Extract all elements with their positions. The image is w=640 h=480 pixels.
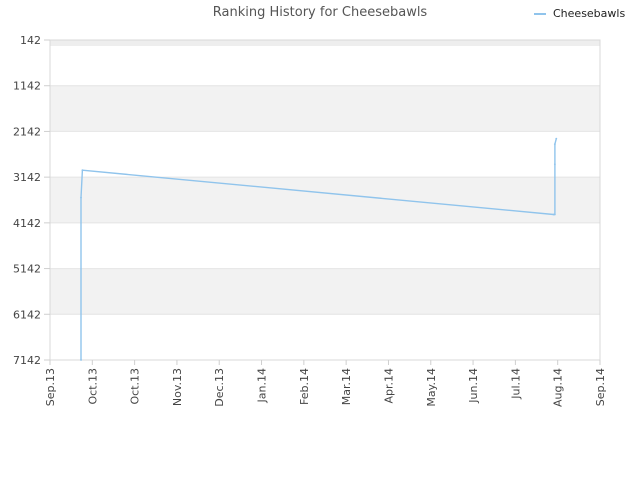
plot-band	[50, 177, 600, 223]
data-point	[80, 196, 82, 199]
y-tick-label: 3142	[13, 171, 41, 184]
x-tick-label: Aug.14	[552, 368, 565, 407]
legend-label: Cheesebawls	[553, 7, 625, 20]
y-tick-label: 142	[20, 34, 41, 47]
y-axis: 142 1142 2142 3142 4142 5142 6142 7142	[13, 34, 50, 367]
x-axis: Sep.13 Oct.13 Oct.13 Nov.13 Dec.13 Jan.14 Feb.…	[44, 360, 607, 407]
data-point	[555, 137, 558, 140]
data-point	[81, 169, 84, 172]
data-point	[553, 163, 556, 166]
y-tick-label: 5142	[13, 263, 41, 276]
chart-title: Ranking History for Cheesebawls	[213, 5, 428, 20]
x-tick-label: Jul.14	[509, 368, 522, 400]
plot-band	[50, 85, 600, 132]
plot-bands	[50, 40, 600, 315]
x-tick-label: Jun.14	[467, 368, 480, 404]
y-tick-label: 6142	[13, 308, 41, 321]
data-point	[80, 359, 82, 361]
series-line	[80, 138, 557, 360]
y-tick-label: 2142	[13, 125, 41, 138]
x-tick-label: Sep.14	[594, 368, 607, 406]
plot-band	[50, 268, 600, 315]
data-point	[553, 213, 556, 216]
x-tick-label: May.14	[425, 368, 438, 407]
plot-band-top	[50, 40, 600, 46]
x-tick-label: Oct.13	[86, 368, 99, 405]
x-tick-label: Feb.14	[298, 368, 311, 405]
x-tick-label: Sep.13	[44, 368, 57, 406]
x-tick-label: Mar.14	[340, 368, 353, 405]
x-tick-label: Jan.14	[256, 368, 269, 403]
y-tick-label: 1142	[13, 80, 41, 93]
x-tick-label: Nov.13	[171, 368, 184, 406]
legend: Cheesebawls	[534, 7, 625, 20]
y-tick-label: 4142	[13, 217, 41, 230]
y-tick-label: 7142	[13, 354, 41, 367]
x-tick-label: Oct.13	[129, 368, 142, 405]
plot-area	[49, 39, 601, 361]
data-point	[552, 213, 555, 216]
data-point	[553, 143, 556, 146]
x-tick-label: Dec.13	[213, 368, 226, 407]
series-layer	[80, 137, 558, 361]
x-tick-label: Apr.14	[382, 368, 395, 404]
